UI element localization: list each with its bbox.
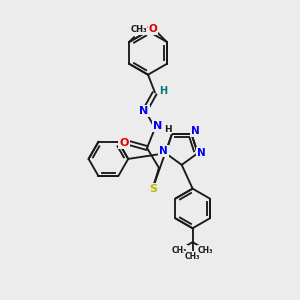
Text: N: N (153, 121, 163, 131)
Text: CH₃: CH₃ (172, 246, 188, 255)
Text: N: N (197, 148, 206, 158)
Text: N: N (159, 146, 168, 156)
Text: H: H (164, 125, 172, 134)
Text: CH₃: CH₃ (198, 246, 213, 255)
Text: CH₃: CH₃ (130, 25, 147, 34)
Text: N: N (191, 126, 200, 136)
Text: N: N (140, 106, 149, 116)
Text: O: O (120, 138, 129, 148)
Text: Br: Br (136, 24, 150, 34)
Text: S: S (149, 184, 157, 194)
Text: CH₃: CH₃ (185, 251, 200, 260)
Text: H: H (159, 85, 167, 96)
Text: O: O (148, 24, 158, 34)
